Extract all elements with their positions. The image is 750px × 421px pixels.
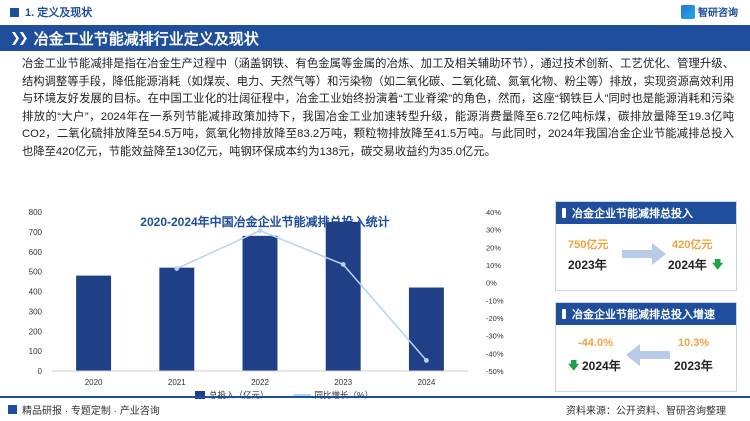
growth-point-2023	[340, 262, 346, 267]
card-left-value: -44.0%	[578, 337, 613, 349]
page-title: 冶金工业节能减排行业定义及现状	[33, 30, 259, 48]
right-axis-tick-label: 10%	[486, 261, 501, 270]
growth-line	[176, 229, 427, 361]
section-marker	[10, 7, 19, 17]
title-bar: ❯❯ 冶金工业节能减排行业定义及现状	[0, 25, 750, 51]
right-axis-tick-label: -50%	[486, 367, 504, 376]
card-left-year: 2024年	[582, 359, 621, 373]
left-axis-tick-label: 600	[29, 248, 43, 257]
legend-bar-label: 总投入（亿元）	[209, 390, 269, 400]
down-arrow-icon: 🡇	[568, 360, 580, 372]
bar-2022	[242, 235, 278, 371]
card-right-value: 10.3%	[678, 337, 710, 349]
x-axis-tick-label: 2022	[251, 378, 269, 387]
right-axis-tick-label: 30%	[486, 226, 501, 235]
left-axis-tick-label: 400	[29, 288, 43, 297]
left-axis-tick-label: 800	[29, 208, 43, 217]
x-axis-tick-label: 2020	[85, 378, 103, 387]
bar-2023	[325, 221, 361, 371]
left-axis-tick-label: 0	[38, 367, 43, 376]
left-arrow-icon	[626, 344, 670, 366]
footer-marker	[8, 405, 17, 414]
card-investment-growth: 冶金企业节能减排总投入增速 -44.0% 🡇 2024年 10.3% 2023年	[555, 302, 737, 392]
brand-logo-text: 智研咨询	[698, 8, 738, 19]
legend-line-label: 同比增长（%）	[314, 390, 374, 400]
right-axis-tick-label: 20%	[486, 243, 501, 252]
footer-source: 资料来源：公开资料、智研咨询整理	[566, 406, 726, 417]
brand-logo-icon	[681, 4, 695, 19]
right-axis-tick-label: -20%	[486, 314, 504, 323]
right-arrow-icon	[622, 243, 666, 265]
bar-2024	[408, 287, 444, 371]
right-axis-tick-label: -30%	[486, 332, 504, 341]
legend-line-swatch	[292, 394, 311, 396]
footer: 精品研报 · 专题定制 · 产业咨询 资料来源：公开资料、智研咨询整理	[0, 396, 750, 421]
bar-2020	[76, 275, 112, 371]
card-right-year: 2023年	[674, 359, 713, 373]
left-axis-tick-label: 100	[29, 347, 43, 356]
card-title: 冶金企业节能减排总投入增速	[556, 303, 736, 325]
left-axis-tick-label: 200	[29, 327, 43, 336]
right-axis-tick-label: 40%	[486, 208, 501, 217]
chart-area: 0 100 200 300 400 500 600 700 800 40% 30% 20% 10% 0% -…	[29, 208, 504, 387]
left-axis-tick-label: 700	[29, 228, 43, 237]
left-axis-tick-label: 500	[29, 268, 43, 277]
growth-point-2024	[424, 358, 429, 363]
left-axis-tick-label: 300	[29, 307, 43, 316]
growth-point-2022	[257, 228, 263, 233]
chart-legend: 总投入（亿元） 同比增长（%）	[195, 389, 373, 401]
card-right-value: 420亿元	[672, 239, 713, 251]
footer-tagline: 精品研报 · 专题定制 · 产业咨询	[22, 406, 160, 417]
section-label: 1. 定义及现状	[25, 7, 93, 19]
card-total-investment: 冶金企业节能减排总投入 750亿元 2023年 420亿元 2024年 🡇	[555, 201, 737, 291]
growth-point-2021	[174, 266, 180, 271]
top-header: 1. 定义及现状	[0, 0, 750, 24]
card-right-year: 2024年	[668, 258, 707, 272]
down-arrow-icon: 🡇	[712, 259, 724, 271]
double-chevron-icon: ❯❯	[10, 30, 29, 45]
card-title: 冶金企业节能减排总投入	[556, 202, 736, 224]
brand-logo: 智研咨询	[681, 4, 738, 19]
bar-2021	[159, 267, 195, 371]
right-axis-tick-label: -40%	[486, 349, 504, 358]
card-left-year: 2023年	[568, 258, 607, 272]
x-axis-tick-label: 2023	[334, 378, 352, 387]
legend-bar-swatch	[195, 391, 205, 399]
right-axis-tick-label: -10%	[486, 296, 504, 305]
card-left-value: 750亿元	[568, 239, 609, 251]
x-axis-tick-label: 2024	[418, 378, 436, 387]
right-axis-tick-label: 0%	[486, 279, 497, 288]
x-axis-tick-label: 2021	[168, 378, 186, 387]
description-paragraph: 冶金工业节能减排是指在冶金生产过程中（涵盖钢铁、有色金属等金属的冶炼、加工及相关…	[22, 58, 734, 158]
